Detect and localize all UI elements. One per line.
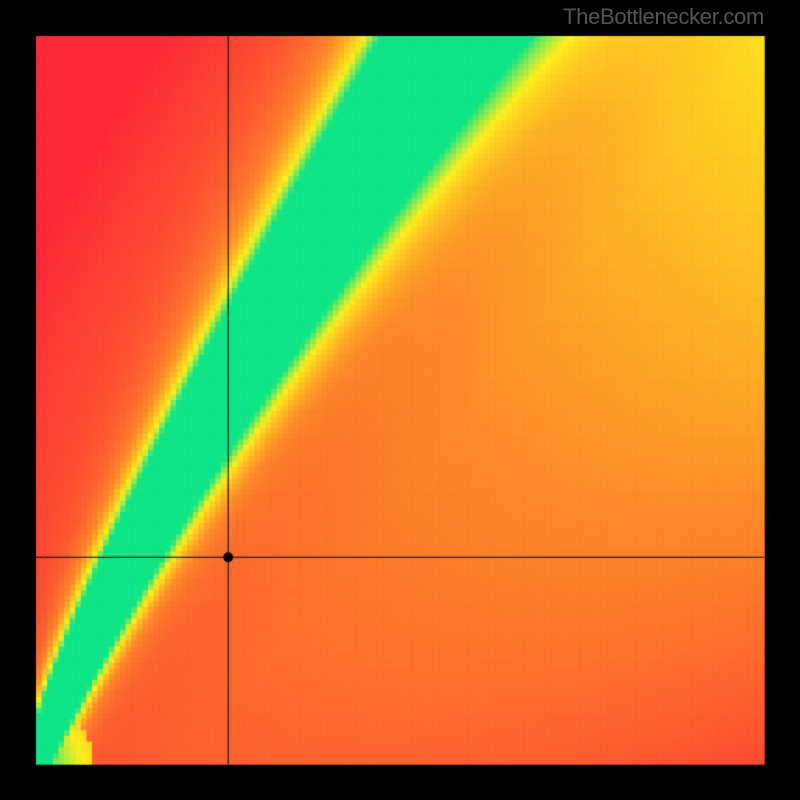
chart-container: TheBottlenecker.com [0,0,800,800]
heatmap-canvas [0,0,800,800]
watermark-text: TheBottlenecker.com [563,4,764,30]
